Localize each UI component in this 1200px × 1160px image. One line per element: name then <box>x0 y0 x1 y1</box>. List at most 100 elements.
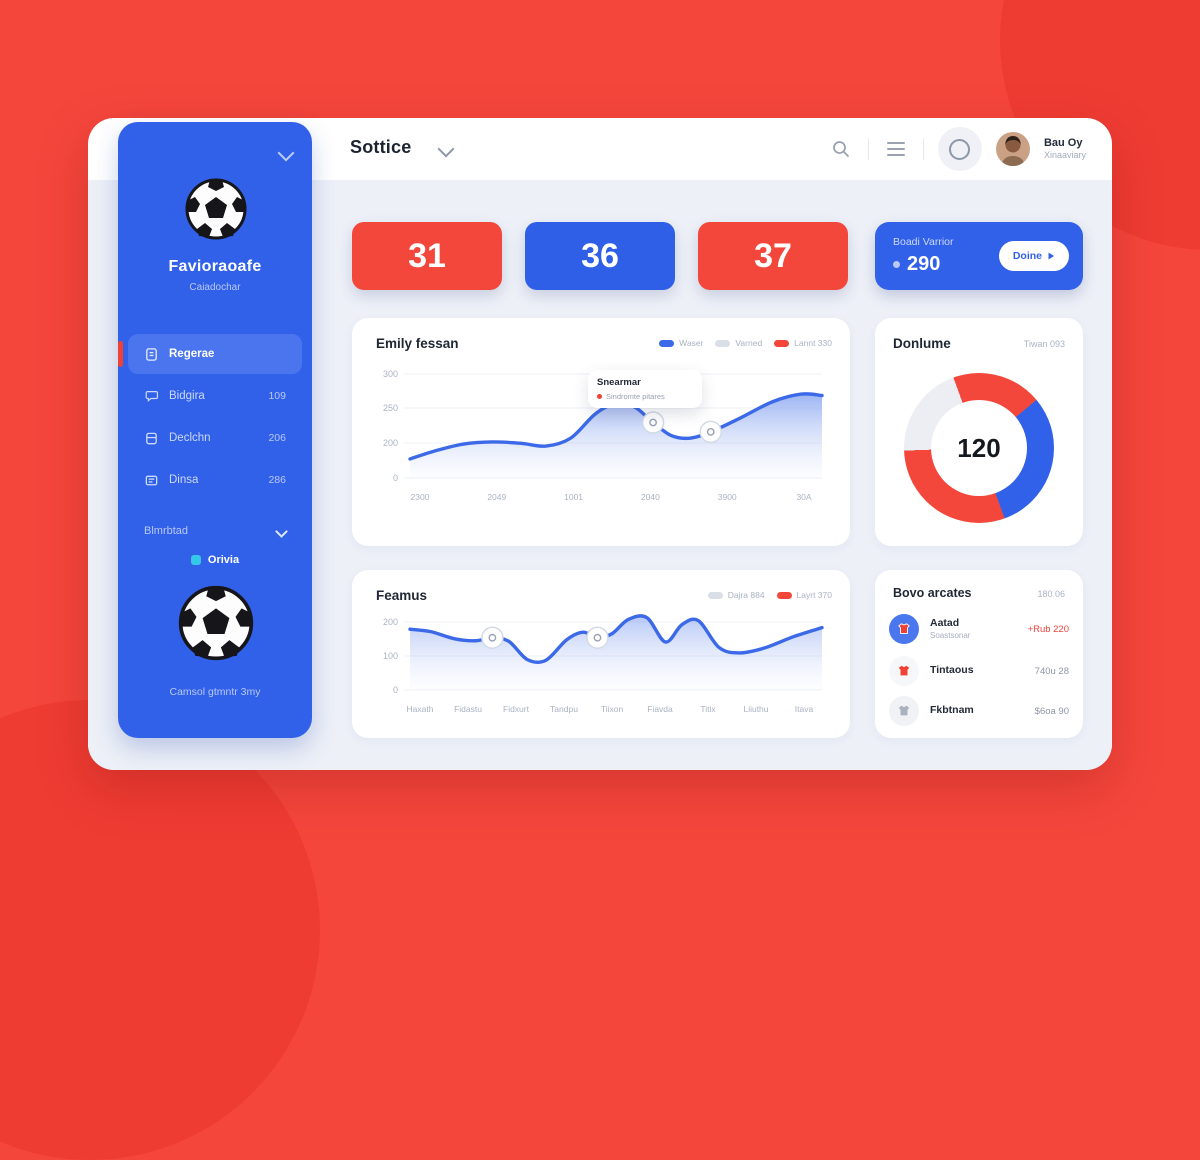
jersey-icon <box>898 705 910 716</box>
user-name: Bau Oy <box>1043 136 1083 149</box>
legend-swatch <box>707 591 723 599</box>
page-title: Sottice <box>350 137 412 157</box>
chart2-title: Feamus <box>376 588 428 603</box>
svg-text:300: 300 <box>383 369 398 379</box>
sidebar-item-dinsa[interactable]: Dinsa 286 <box>128 460 302 500</box>
svg-text:3900: 3900 <box>718 492 737 502</box>
divider <box>922 138 924 160</box>
score-button-label: Doine <box>1012 250 1042 262</box>
legend-item: Layrt 370 <box>776 590 832 600</box>
stat-card-3[interactable]: 37 <box>698 222 848 290</box>
legend-swatch <box>776 591 792 599</box>
avatar[interactable] <box>995 132 1030 166</box>
player-name: Tintaous <box>930 664 974 677</box>
sidebar-item-label: Regerae <box>169 348 215 360</box>
stat-card-1[interactable]: 31 <box>352 222 502 290</box>
legend-swatch <box>659 339 675 347</box>
player-avatar <box>889 614 919 644</box>
menu-icon[interactable] <box>883 136 909 162</box>
donut-meta: Tiwan 093 <box>1023 339 1065 349</box>
activity-row[interactable]: Fkbtnam $6oa 90 <box>889 694 1069 728</box>
donut-chart: 120 <box>904 373 1054 523</box>
area-chart: 300 250 200 0 2300 2049 1001 2040 3900 30A <box>383 369 824 502</box>
feamus-chart-panel: Feamus Dajra 884 Layrt 370 200 100 0 Haxath… <box>352 570 850 738</box>
line-chart: 200 100 0 Haxath Fidastu Fidxurt Tandpu Tiixon F… <box>383 614 824 714</box>
team-color-square <box>190 555 201 565</box>
player-name: Aatad <box>930 616 960 629</box>
svg-text:2049: 2049 <box>487 492 506 502</box>
jersey-icon <box>898 623 910 634</box>
legend-swatch <box>774 339 790 347</box>
chevron-down-icon[interactable] <box>437 140 455 158</box>
play-icon <box>1048 252 1054 260</box>
svg-text:1001: 1001 <box>564 492 583 502</box>
chart-tooltip: Snearmar Sindromte pitares <box>588 370 702 408</box>
activity-row[interactable]: Tintaous 740u 28 <box>889 654 1069 688</box>
stat-card-2[interactable]: 36 <box>525 222 675 290</box>
row-value: $6oa 90 <box>1034 705 1069 717</box>
player-sub: Soastsonar <box>930 630 971 640</box>
svg-text:2040: 2040 <box>641 492 660 502</box>
user-meta[interactable]: Bau Oy Xinaaviary <box>1044 137 1086 162</box>
legend-item: Dajra 884 <box>707 590 765 600</box>
svg-text:Haxath: Haxath <box>407 704 434 714</box>
notification-button[interactable] <box>937 127 982 171</box>
user-role: Xinaaviary <box>1043 150 1086 161</box>
svg-text:30A: 30A <box>796 492 811 502</box>
svg-text:100: 100 <box>383 651 398 661</box>
score-card-label: Boadi Varrior <box>893 236 954 248</box>
score-dot-icon <box>893 261 900 268</box>
chevron-down-icon <box>275 524 288 538</box>
sidebar-item-label: Dinsa <box>169 474 199 486</box>
player-name: Fkbtnam <box>930 704 974 717</box>
sidebar-item-regerae[interactable]: Regerae <box>118 334 302 374</box>
divider <box>867 138 869 160</box>
search-icon[interactable] <box>828 136 854 162</box>
topbar: Sottice Bau Oy Xinaaviary <box>312 118 1112 180</box>
chat-icon <box>144 389 159 404</box>
svg-text:Fiavda: Fiavda <box>647 704 673 714</box>
activity-panel: Bovo arcates 180 06 Aatad Soastsonar +Ru… <box>875 570 1083 738</box>
club-logo-soccer-ball <box>184 177 248 241</box>
svg-text:Fidastu: Fidastu <box>454 704 482 714</box>
svg-text:200: 200 <box>383 617 398 627</box>
svg-text:2300: 2300 <box>411 492 430 502</box>
legend-label: Varned <box>735 338 763 348</box>
sidebar-collapse-chevron-icon[interactable] <box>277 144 295 164</box>
sidebar-team-badge[interactable]: Orivia <box>118 554 312 566</box>
legend-label: Waser <box>679 338 704 348</box>
row-value: 740u 28 <box>1034 665 1069 677</box>
sidebar-menu: Regerae Bidgira 109 Declchn 206 <box>118 334 312 502</box>
score-action-button[interactable]: Doine <box>998 241 1069 271</box>
sidebar-item-bidgira[interactable]: Bidgira 109 <box>128 376 302 416</box>
club-name: Favioraoafe <box>168 258 262 275</box>
activity-row[interactable]: Aatad Soastsonar +Rub 220 <box>889 612 1069 646</box>
tooltip-text: Sindromte pitares <box>606 392 665 401</box>
team-badge-label: Orivia <box>207 554 240 566</box>
legend-swatch <box>715 339 731 347</box>
chart2-legend: Dajra 884 Layrt 370 <box>707 590 832 600</box>
sidebar-item-badge: 109 <box>268 390 286 402</box>
book-icon <box>144 431 159 446</box>
club-subtitle: Caiadochar <box>189 282 241 293</box>
ring-icon <box>949 138 971 160</box>
player-avatar <box>889 656 919 686</box>
svg-text:Titix: Titix <box>700 704 716 714</box>
tooltip-title: Snearmar <box>597 377 641 388</box>
svg-text:0: 0 <box>393 473 398 483</box>
card-icon <box>144 473 159 488</box>
legend-label: Layrt 370 <box>796 590 832 600</box>
sidebar-section-label: Blmrbtad <box>144 525 189 537</box>
sidebar-section-toggle[interactable]: Blmrbtad <box>144 524 288 538</box>
legend-label: Lannt 330 <box>794 338 832 348</box>
jersey-icon <box>898 665 910 676</box>
sidebar-item-declchn[interactable]: Declchn 206 <box>128 418 302 458</box>
svg-text:250: 250 <box>383 403 398 413</box>
svg-text:200: 200 <box>383 438 398 448</box>
donut-center-value: 120 <box>931 400 1027 496</box>
performance-chart-panel: Emily fessan Waser Varned Lannt 330 Snea… <box>352 318 850 546</box>
player-avatar <box>889 696 919 726</box>
chart1-legend: Waser Varned Lannt 330 <box>659 338 832 348</box>
document-icon <box>144 347 159 362</box>
soccer-ball-illustration <box>177 584 255 662</box>
